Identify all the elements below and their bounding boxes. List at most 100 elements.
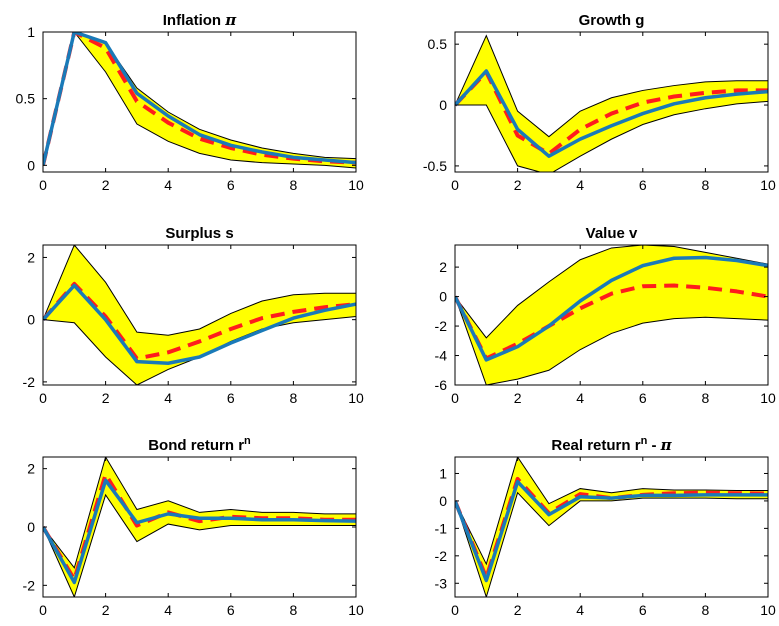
surplus-ytick-label: -2 — [23, 374, 36, 390]
value-xtick-label: 6 — [639, 390, 647, 406]
value-ytick-label: 0 — [439, 289, 447, 305]
surplus-xtick-label: 10 — [348, 390, 364, 406]
bond-return-ytick-label: -2 — [23, 577, 36, 593]
bond-return-xtick-label: 2 — [102, 602, 110, 618]
growth-ytick-label: 0 — [439, 97, 447, 113]
inflation-xtick-label: 0 — [39, 177, 47, 193]
real-return-ytick-label: 1 — [439, 465, 447, 481]
real-return-ytick-label: -1 — [435, 520, 448, 536]
inflation-ytick-label: 1 — [27, 24, 35, 40]
surplus-confidence-band — [43, 245, 356, 385]
real-return-ytick-label: 0 — [439, 493, 447, 509]
real-return-solid-line — [455, 479, 768, 583]
growth-xtick-label: 0 — [451, 177, 459, 193]
inflation-xtick-label: 6 — [227, 177, 235, 193]
real-return-xtick-label: 6 — [639, 602, 647, 618]
growth-xtick-label: 2 — [514, 177, 522, 193]
real-return-xtick-label: 10 — [760, 602, 776, 618]
value-solid-line — [455, 255, 768, 362]
real-return-xtick-label: 4 — [576, 602, 584, 618]
real-return-title-greek: π — [660, 436, 673, 454]
bond-return-ytick-label: 2 — [27, 461, 35, 477]
real-return-xtick-label: 2 — [514, 602, 522, 618]
growth-title: Growth g — [579, 12, 645, 29]
growth-dashed-line — [455, 70, 768, 156]
value-xtick-label: 4 — [576, 390, 584, 406]
surplus-solid-line — [43, 283, 356, 365]
value-xtick-label: 10 — [760, 390, 776, 406]
value-xtick-label: 8 — [702, 390, 710, 406]
surplus-ytick-label: 0 — [27, 312, 35, 328]
inflation-title: Inflation π — [163, 11, 238, 29]
surplus-xtick-label: 6 — [227, 390, 235, 406]
growth-axes-frame — [454, 31, 769, 173]
inflation-xtick-label: 8 — [290, 177, 298, 193]
value-panel: 0 2 4 6 8 10 -6 -4 -2 0 2 Value v — [435, 225, 776, 406]
value-ytick-label: -6 — [435, 377, 448, 393]
inflation-dashed-line — [43, 32, 356, 166]
value-ytick-label: -4 — [435, 348, 448, 364]
surplus-axes-frame — [42, 244, 357, 386]
growth-ytick-label: 0.5 — [428, 36, 448, 52]
inflation-title-greek: π — [224, 11, 237, 29]
bond-return-title-sup: n — [244, 435, 251, 447]
bond-return-ytick-label: 0 — [27, 519, 35, 535]
surplus-title-main: Surplus s — [165, 225, 233, 242]
growth-xtick-label: 4 — [576, 177, 584, 193]
surplus-xtick-label: 4 — [164, 390, 172, 406]
inflation-xtick-label: 10 — [348, 177, 364, 193]
real-return-title-sup: n — [641, 435, 648, 447]
inflation-axes-frame — [42, 31, 357, 173]
bond-return-xtick-label: 6 — [227, 602, 235, 618]
real-return-dashed-line — [455, 476, 768, 580]
inflation-ytick-label: 0.5 — [16, 91, 36, 107]
surplus-title: Surplus s — [165, 225, 233, 242]
real-return-ytick-label: -2 — [435, 548, 448, 564]
value-axes-frame — [454, 244, 769, 386]
value-ytick-label: 2 — [439, 259, 447, 275]
inflation-xtick-label: 2 — [102, 177, 110, 193]
bond-return-xtick-label: 10 — [348, 602, 364, 618]
real-return-title-main: Real return r — [551, 437, 640, 454]
growth-xtick-label: 10 — [760, 177, 776, 193]
bond-return-xtick-label: 0 — [39, 602, 47, 618]
real-return-title-tail: - — [647, 437, 660, 454]
value-title: Value v — [586, 225, 638, 242]
value-ytick-label: -2 — [435, 318, 448, 334]
value-confidence-band — [455, 245, 768, 385]
growth-confidence-band — [455, 34, 768, 172]
inflation-ytick-label: 0 — [27, 157, 35, 173]
real-return-xtick-label: 0 — [451, 602, 459, 618]
growth-xtick-label: 8 — [702, 177, 710, 193]
inflation-xtick-label: 4 — [164, 177, 172, 193]
growth-title-main: Growth g — [579, 12, 645, 29]
bond-return-title: Bond return rn — [148, 435, 251, 454]
real-return-axes-frame — [454, 456, 769, 598]
real-return-ytick-label: -3 — [435, 575, 448, 591]
real-return-title: Real return rn - π — [551, 435, 672, 454]
bond-return-solid-line — [43, 478, 356, 585]
value-xtick-label: 0 — [451, 390, 459, 406]
inflation-panel: 0 2 4 6 8 10 0 0.5 1 Inflation π — [16, 11, 364, 193]
growth-xtick-label: 6 — [639, 177, 647, 193]
bond-return-xtick-label: 8 — [290, 602, 298, 618]
value-title-main: Value v — [586, 225, 638, 242]
bond-return-xtick-label: 4 — [164, 602, 172, 618]
real-return-xtick-label: 8 — [702, 602, 710, 618]
surplus-xtick-label: 8 — [290, 390, 298, 406]
bond-return-title-main: Bond return r — [148, 437, 244, 454]
growth-solid-line — [455, 69, 768, 158]
value-dashed-line — [455, 283, 768, 361]
surplus-xtick-label: 0 — [39, 390, 47, 406]
real-return-panel: 0 2 4 6 8 10 -3 -2 -1 0 1 Real return rn - π — [435, 435, 776, 618]
growth-ytick-label: -0.5 — [423, 158, 447, 174]
inflation-solid-line — [43, 32, 356, 166]
surplus-xtick-label: 2 — [102, 390, 110, 406]
inflation-title-main: Inflation — [163, 12, 226, 29]
bond-return-confidence-band — [43, 457, 356, 597]
surplus-ytick-label: 2 — [27, 249, 35, 265]
